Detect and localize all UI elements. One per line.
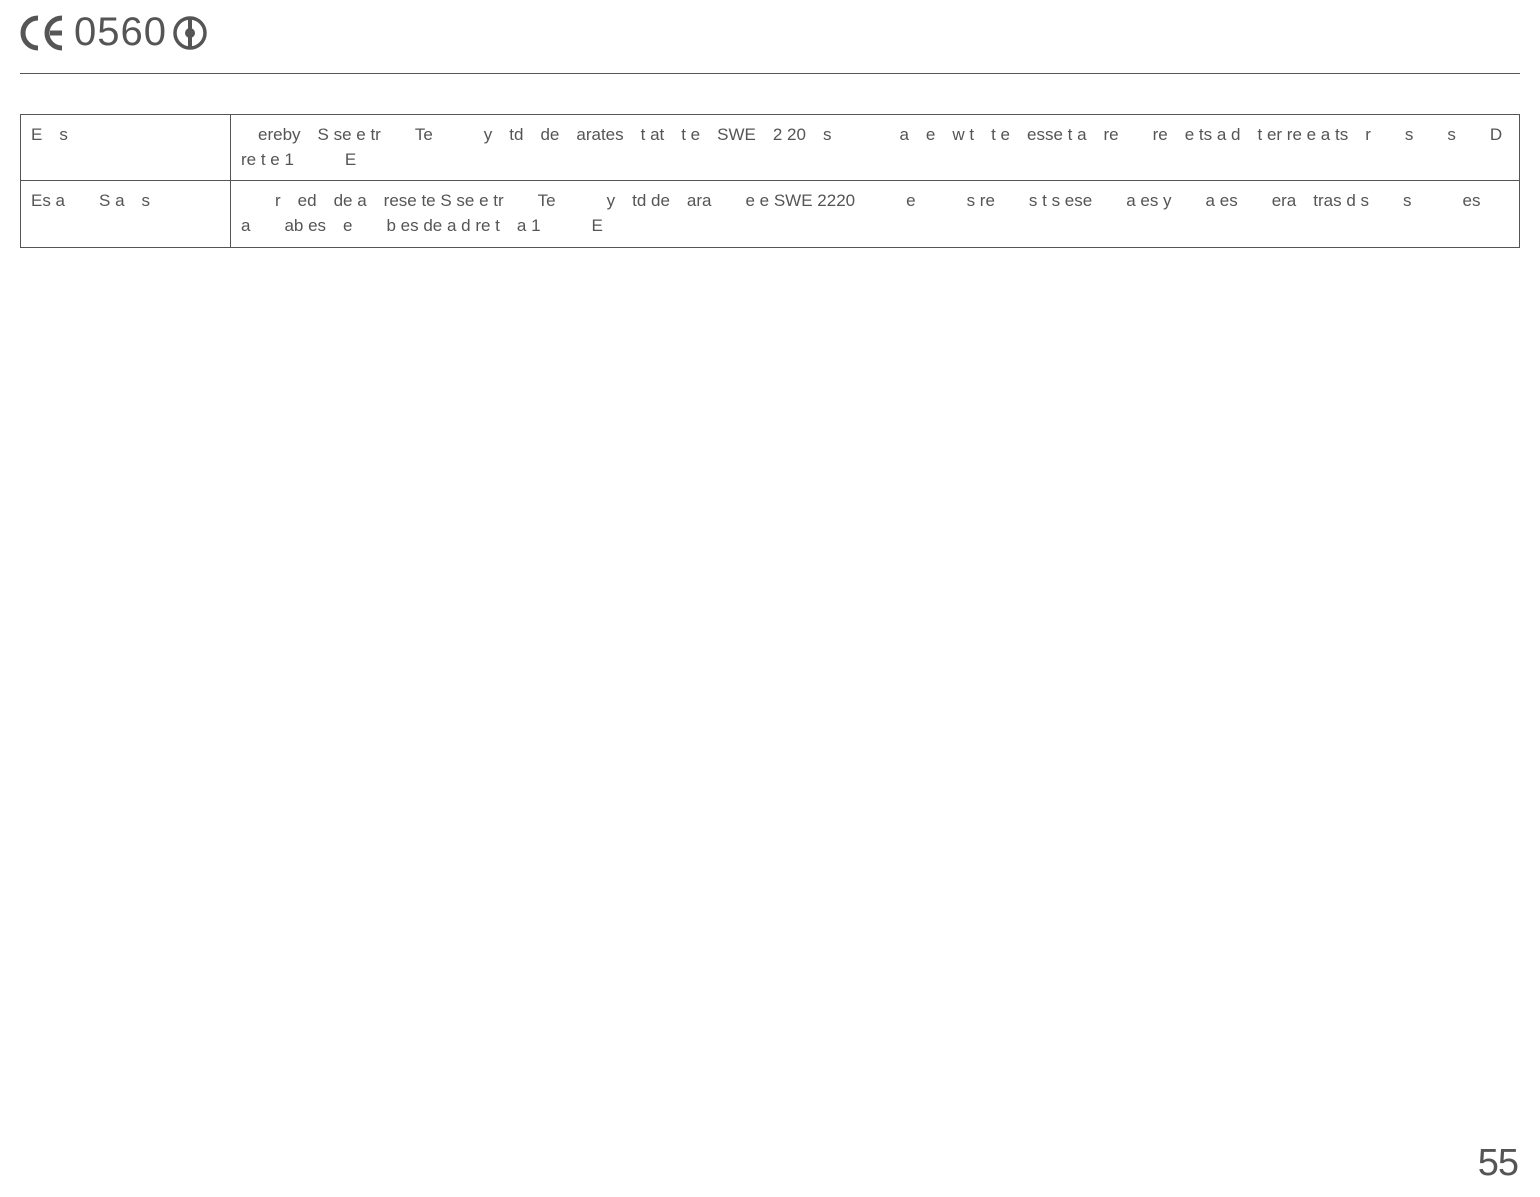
page-number: 55 bbox=[1478, 1142, 1518, 1185]
header-divider bbox=[20, 73, 1520, 74]
circle-i-icon bbox=[173, 16, 207, 50]
text-cell: r ed de a rese te S se e tr Te y td de a… bbox=[231, 181, 1520, 247]
text-cell: ereby S se e tr Te y td de arates t at t… bbox=[231, 115, 1520, 181]
ce-number: 0560 bbox=[74, 10, 167, 55]
table-row: Es a S a s r ed de a rese te S se e tr T… bbox=[21, 181, 1520, 247]
table-row: E s ereby S se e tr Te y td de arates t … bbox=[21, 115, 1520, 181]
lang-cell: E s bbox=[21, 115, 231, 181]
header: 0560 bbox=[20, 10, 1520, 55]
lang-cell: Es a S a s bbox=[21, 181, 231, 247]
compliance-table: E s ereby S se e tr Te y td de arates t … bbox=[20, 114, 1520, 248]
ce-mark-icon bbox=[20, 15, 68, 51]
